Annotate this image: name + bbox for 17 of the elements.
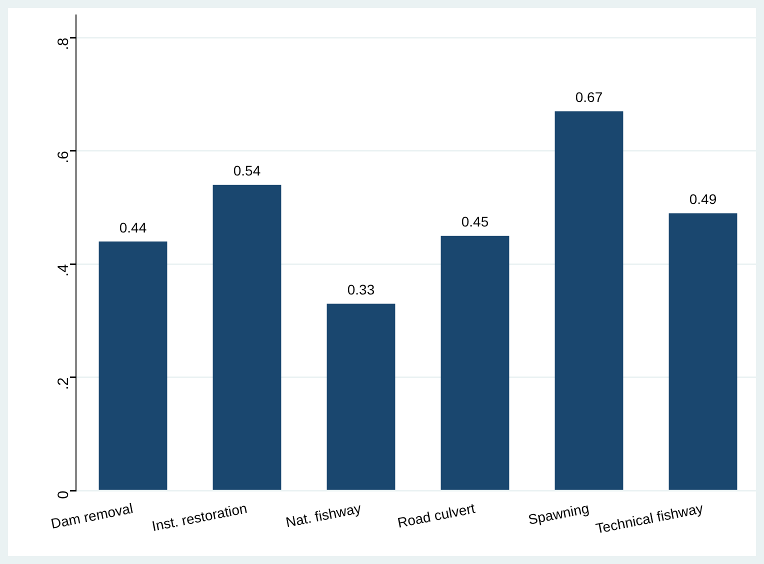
x-tick-label: Inst. restoration: [150, 500, 248, 534]
x-tick-label: Spawning: [526, 500, 590, 528]
data-label: 0.44: [119, 219, 147, 236]
data-label: 0.54: [233, 162, 261, 179]
y-tick-label: .6: [55, 150, 72, 164]
x-tick-label: Nat. fishway: [284, 500, 362, 530]
y-tick-label: .2: [55, 377, 72, 390]
x-tick-label: Dam removal: [50, 500, 134, 532]
y-tick-label: .8: [55, 38, 72, 50]
x-tick-label: Road culvert: [396, 500, 476, 531]
data-label: 0.45: [461, 214, 489, 230]
y-tick-label: 0: [55, 490, 72, 499]
data-label: 0.49: [689, 191, 717, 208]
data-label: 0.33: [347, 282, 375, 298]
x-tick-label: Technical fishway: [594, 500, 704, 536]
data-label: 0.67: [575, 89, 603, 106]
y-tick-label: .4: [55, 264, 72, 277]
